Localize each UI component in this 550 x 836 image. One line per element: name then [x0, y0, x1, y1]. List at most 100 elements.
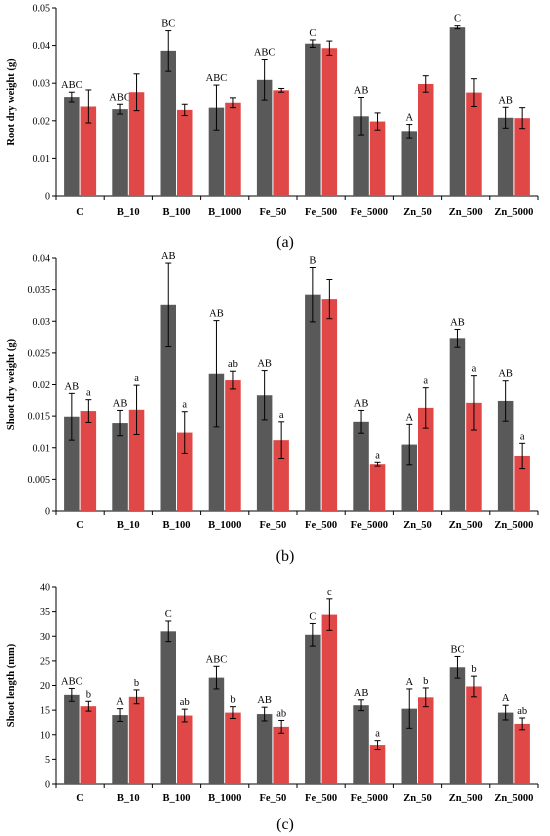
bar: [273, 440, 289, 511]
bar: [177, 109, 193, 196]
bar: [225, 102, 241, 196]
category-label: Zn_500: [449, 207, 483, 218]
significance-label: BC: [161, 19, 175, 30]
significance-label: a: [423, 376, 428, 387]
panel-label: (b): [276, 548, 295, 565]
y-tick-label: 0.035: [28, 285, 51, 296]
bar: [225, 712, 241, 784]
significance-label: ABC: [254, 48, 276, 59]
significance-label: ABC: [61, 80, 83, 91]
bar: [128, 409, 145, 511]
bar: [418, 697, 434, 784]
significance-label: AB: [498, 95, 513, 106]
significance-label: ABC: [109, 92, 131, 103]
significance-label: b: [471, 664, 476, 675]
significance-label: a: [375, 729, 380, 740]
significance-label: AB: [257, 359, 272, 370]
significance-label: AB: [498, 369, 513, 380]
bar: [305, 43, 321, 196]
bar: [466, 402, 482, 511]
significance-label: a: [182, 400, 187, 411]
significance-label: A: [116, 697, 124, 708]
significance-label: b: [134, 678, 139, 689]
bar: [177, 715, 193, 784]
bar: [305, 634, 321, 784]
significance-label: ab: [180, 697, 190, 708]
bar: [273, 726, 289, 784]
bar: [112, 715, 128, 784]
bar: [514, 723, 530, 784]
significance-label: C: [454, 14, 461, 25]
category-label: B_10: [117, 207, 140, 218]
category-label: Zn_50: [403, 207, 432, 218]
significance-label: AB: [354, 85, 369, 96]
category-label: B_100: [162, 793, 190, 804]
significance-label: C: [165, 609, 172, 620]
significance-label: c: [327, 587, 332, 598]
bar: [128, 696, 145, 784]
bar: [497, 117, 514, 196]
bar: [369, 745, 386, 784]
bar: [208, 107, 225, 196]
category-label: C: [76, 793, 84, 804]
bar: [353, 116, 369, 196]
significance-label: AB: [354, 398, 369, 409]
significance-label: a: [279, 410, 284, 421]
bar: [321, 299, 338, 511]
category-label: Fe_5000: [351, 793, 388, 804]
significance-label: ab: [517, 706, 527, 717]
category-label: Zn_5000: [494, 207, 533, 218]
category-label: Zn_50: [403, 793, 432, 804]
bar: [64, 97, 80, 196]
significance-label: A: [502, 693, 510, 704]
bar: [466, 686, 482, 784]
category-label: Zn_500: [449, 520, 483, 531]
significance-label: C: [309, 28, 316, 39]
significance-label: a: [134, 373, 139, 384]
y-tick-label: 30: [40, 632, 50, 643]
panel-label: (a): [276, 234, 294, 251]
bar: [401, 131, 417, 196]
bar: [225, 380, 241, 511]
bar: [321, 48, 338, 197]
bar: [64, 694, 80, 784]
significance-label: BC: [450, 644, 464, 655]
panel-label: (c): [276, 816, 294, 833]
y-tick-label: 0: [45, 192, 50, 203]
significance-label: AB: [161, 251, 176, 262]
y-tick-label: 0: [45, 780, 50, 791]
y-tick-label: 0.04: [33, 254, 51, 265]
y-tick-label: 0.05: [33, 4, 51, 15]
category-label: B_10: [117, 793, 140, 804]
bar: [401, 708, 417, 784]
y-tick-label: 20: [40, 681, 50, 692]
significance-label: B: [309, 255, 316, 266]
y-tick-label: 0.02: [33, 380, 51, 391]
bar: [128, 92, 145, 196]
significance-label: ab: [228, 359, 238, 370]
y-tick-label: 0.005: [28, 475, 51, 486]
bar: [64, 416, 80, 511]
category-label: Zn_50: [403, 520, 432, 531]
significance-label: A: [405, 412, 413, 423]
chart-panel-1: 0 0.01 0.02 0.03 0.04 0.05 Root dry weight (g)…: [6, 4, 539, 251]
category-label: C: [76, 520, 84, 531]
bar: [80, 106, 97, 196]
y-tick-label: 0.025: [28, 348, 51, 359]
significance-label: AB: [65, 381, 80, 392]
category-label: Fe_50: [259, 207, 286, 218]
bar: [449, 338, 466, 511]
significance-label: ab: [276, 708, 286, 719]
y-tick-label: 0.03: [33, 79, 51, 90]
bar: [321, 614, 338, 784]
category-label: B_1000: [208, 520, 241, 531]
y-axis-label: Root dry weight (g): [6, 58, 17, 146]
category-label: Fe_500: [305, 207, 337, 218]
y-tick-label: 0.02: [33, 116, 51, 127]
significance-label: C: [309, 611, 316, 622]
category-label: B_10: [117, 520, 140, 531]
bar: [369, 464, 386, 511]
category-label: Fe_5000: [351, 207, 388, 218]
bar: [112, 423, 128, 511]
